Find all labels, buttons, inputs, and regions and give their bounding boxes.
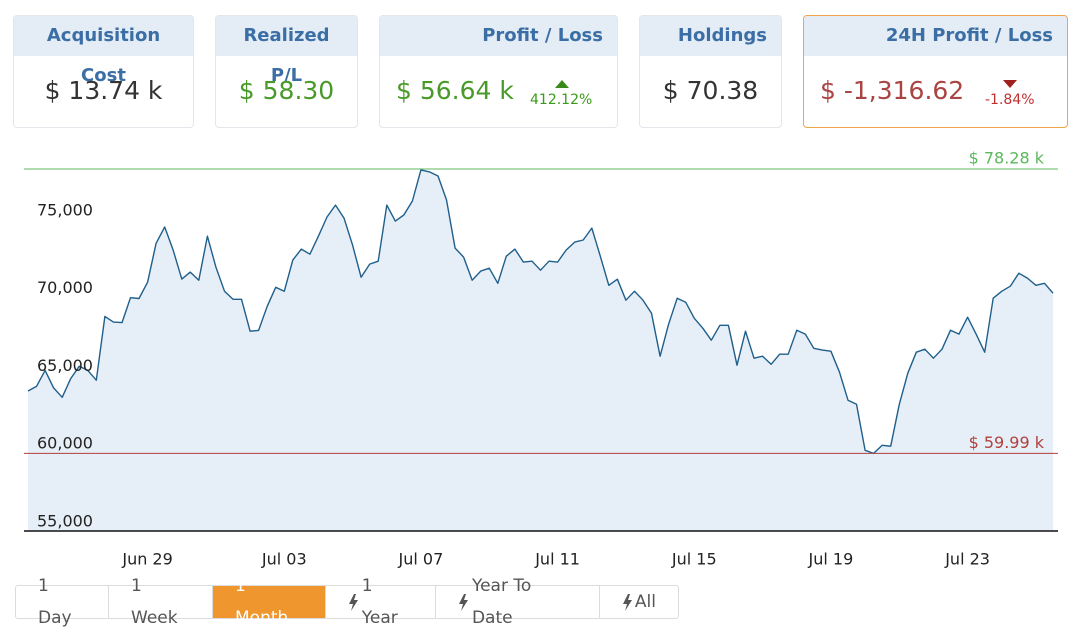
chart: $ 78.28 k $ 59.99 k 55,000 60,000 65,000 70,0… (24, 148, 1058, 569)
card-value: $ 13.74 k (44, 76, 163, 105)
reference-label: $ 59.99 k (969, 433, 1045, 452)
card-change: 412.12% (530, 92, 593, 108)
reference-label: $ 78.28 k (969, 148, 1045, 167)
range-button[interactable]: 1 Day (16, 576, 109, 628)
trend-arrow (555, 80, 569, 88)
button-label: Year To Date (471, 576, 532, 628)
card-title: 24H Profit / Loss (804, 16, 1067, 56)
x-tick-label: Jul 15 (671, 550, 717, 569)
trend-arrow (1003, 80, 1017, 88)
y-tick-label: 55,000 (37, 512, 93, 531)
y-tick-label: 60,000 (37, 434, 93, 453)
card-title: Acquisition Cost (14, 16, 193, 86)
range-selector: 1 Day 1 Week 1 Month 1 Year Year To Date… (15, 576, 679, 628)
button-label: 1 Year (361, 576, 398, 628)
card-value: $ 58.30 (238, 76, 335, 105)
card-title: Holdings (640, 16, 781, 56)
y-tick-label: 70,000 (37, 278, 93, 297)
range-button[interactable]: 1 Year (326, 576, 436, 628)
y-tick-label: 65,000 (37, 356, 93, 375)
x-tick-label: Jul 11 (534, 550, 580, 569)
area (28, 169, 1053, 531)
bolt-icon (623, 593, 632, 611)
x-tick-label: Jun 29 (121, 550, 172, 569)
card: 24H Profit / Loss $ -1,316.62 -1.84% (803, 15, 1068, 128)
card-value: $ 56.64 k (396, 76, 514, 105)
card: Profit / Loss $ 56.64 k 412.12% (379, 15, 618, 128)
range-button[interactable]: 1 Month (213, 576, 326, 628)
x-tick-label: Jul 23 (944, 550, 990, 569)
card-title: Realized P/L (216, 16, 357, 86)
card-title: Profit / Loss (380, 16, 617, 56)
card: Acquisition Cost $ 13.74 k (13, 15, 194, 128)
button-label: 1 Week (131, 576, 178, 628)
x-tick-label: Jul 07 (398, 550, 444, 569)
button-label: 1 Month (235, 576, 289, 628)
range-button[interactable]: 1 Week (109, 576, 213, 628)
card: Holdings $ 70.38 k (639, 15, 782, 128)
x-tick-label: Jul 03 (261, 550, 307, 569)
bolt-icon (349, 593, 358, 611)
x-tick-label: Jul 19 (808, 550, 854, 569)
card: Realized P/L $ 58.30 (215, 15, 358, 128)
bolt-icon (459, 593, 468, 611)
range-button[interactable]: Year To Date (436, 576, 600, 628)
line (27, 169, 1054, 455)
range-button[interactable]: All (600, 586, 678, 618)
button-label: All (634, 592, 656, 612)
y-tick-label: 75,000 (37, 200, 93, 219)
card-value: $ 70.38 k (662, 76, 759, 105)
card-change: -1.84% (985, 92, 1035, 108)
card-value: $ -1,316.62 (820, 76, 965, 105)
button-label: 1 Day (38, 576, 72, 628)
